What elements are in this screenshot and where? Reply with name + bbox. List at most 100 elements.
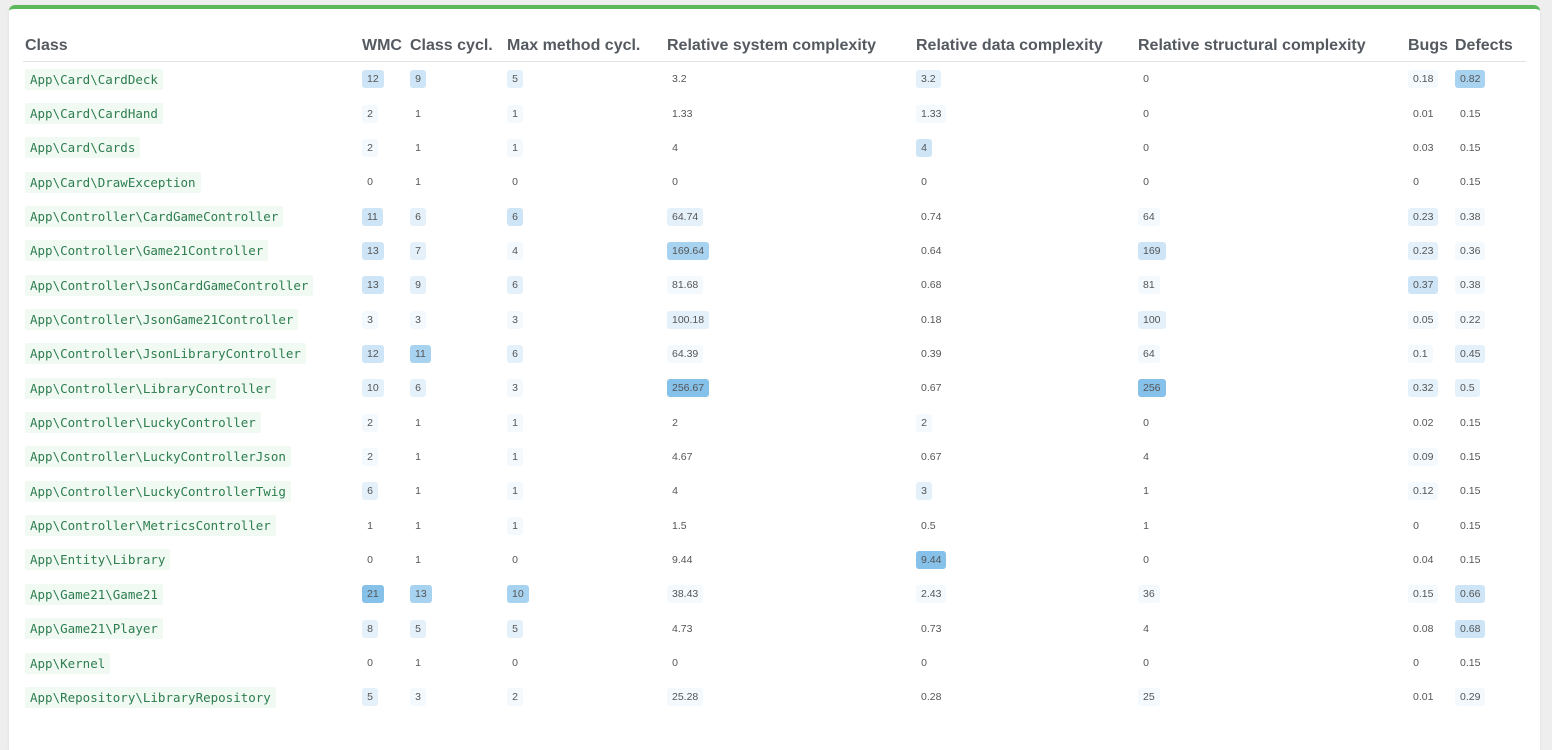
table-row: App\Controller\LuckyControllerJson 2 1 1 4.6… xyxy=(23,440,1526,474)
cell-wmc: 3 xyxy=(360,302,408,336)
class-name[interactable]: App\Card\DrawException xyxy=(25,171,201,193)
class-name[interactable]: App\Game21\Player xyxy=(25,618,163,640)
class-name[interactable]: App\Controller\Game21Controller xyxy=(25,240,269,262)
table-row: App\Repository\LibraryRepository 5 3 2 25.28… xyxy=(23,680,1526,714)
defects-value: 0.36 xyxy=(1455,241,1486,260)
cell-class-cycl: 1 xyxy=(408,508,505,542)
table-row: App\Controller\Game21Controller 13 7 4 169.6… xyxy=(23,234,1526,268)
max-method-cycl-value: 3 xyxy=(507,379,523,398)
class-name[interactable]: App\Controller\CardGameController xyxy=(25,206,284,228)
max-method-cycl-value: 4 xyxy=(507,241,523,260)
cell-relative-system-complexity: 0 xyxy=(665,646,914,680)
cell-max-method-cycl: 1 xyxy=(505,508,665,542)
class-cycl-value: 9 xyxy=(410,276,426,295)
class-name[interactable]: App\Controller\LuckyControllerTwig xyxy=(25,480,291,502)
class-name[interactable]: App\Card\Cards xyxy=(25,137,141,159)
relative-data-complexity-value: 3 xyxy=(916,482,932,501)
class-cycl-value: 1 xyxy=(415,657,421,670)
cell-bugs: 0.01 xyxy=(1406,96,1453,130)
cell-wmc: 2 xyxy=(360,131,408,165)
defects-value: 0.38 xyxy=(1455,276,1486,295)
cell-max-method-cycl: 4 xyxy=(505,234,665,268)
cell-relative-system-complexity: 3.2 xyxy=(665,62,914,97)
relative-data-complexity-value: 2.43 xyxy=(916,585,947,604)
cell-relative-structural-complexity: 256 xyxy=(1136,371,1406,405)
class-name[interactable]: App\Controller\LibraryController xyxy=(25,377,276,399)
defects-value: 0.5 xyxy=(1455,379,1480,398)
class-name[interactable]: App\Controller\LuckyControllerJson xyxy=(25,446,291,468)
class-name[interactable]: App\Kernel xyxy=(25,652,111,674)
cell-relative-system-complexity: 25.28 xyxy=(665,680,914,714)
cell-defects: 0.15 xyxy=(1453,440,1526,474)
max-method-cycl-value: 3 xyxy=(507,310,523,329)
cell-defects: 0.29 xyxy=(1453,680,1526,714)
relative-structural-complexity-value: 256 xyxy=(1138,379,1166,398)
cell-wmc: 1 xyxy=(360,508,408,542)
defects-value: 0.15 xyxy=(1460,657,1481,670)
class-name[interactable]: App\Controller\JsonCardGameController xyxy=(25,274,314,296)
bugs-value: 0.23 xyxy=(1408,241,1439,260)
cell-defects: 0.15 xyxy=(1453,165,1526,199)
cell-bugs: 0.03 xyxy=(1406,131,1453,165)
header-class-cycl[interactable]: Class cycl. xyxy=(408,26,505,62)
cell-relative-system-complexity: 4 xyxy=(665,131,914,165)
class-cycl-value: 9 xyxy=(410,70,426,89)
cell-relative-structural-complexity: 4 xyxy=(1136,440,1406,474)
class-name[interactable]: App\Card\CardHand xyxy=(25,103,163,125)
cell-relative-system-complexity: 1.33 xyxy=(665,96,914,130)
relative-system-complexity-value: 0 xyxy=(672,657,678,670)
cell-bugs: 0.04 xyxy=(1406,543,1453,577)
relative-structural-complexity-value: 81 xyxy=(1138,276,1160,295)
header-bugs[interactable]: Bugs xyxy=(1406,26,1453,62)
cell-bugs: 0.1 xyxy=(1406,337,1453,371)
cell-relative-structural-complexity: 0 xyxy=(1136,405,1406,439)
cell-class-cycl: 9 xyxy=(408,62,505,97)
class-name[interactable]: App\Repository\LibraryRepository xyxy=(25,686,276,708)
defects-value: 0.15 xyxy=(1460,485,1481,498)
cell-relative-data-complexity: 0 xyxy=(914,165,1136,199)
table-row: App\Game21\Player 8 5 5 4.73 0.73 4 0.08 0.68 xyxy=(23,612,1526,646)
header-wmc[interactable]: WMC xyxy=(360,26,408,62)
class-name[interactable]: App\Controller\LuckyController xyxy=(25,412,261,434)
max-method-cycl-value: 5 xyxy=(507,619,523,638)
relative-system-complexity-value: 3.2 xyxy=(672,73,687,86)
cell-class-cycl: 1 xyxy=(408,440,505,474)
wmc-value: 2 xyxy=(362,413,378,432)
cell-class: App\Card\CardHand xyxy=(23,96,360,130)
cell-class: App\Controller\MetricsController xyxy=(23,508,360,542)
class-name[interactable]: App\Game21\Game21 xyxy=(25,583,163,605)
cell-relative-data-complexity: 0.67 xyxy=(914,440,1136,474)
cell-relative-system-complexity: 4 xyxy=(665,474,914,508)
header-relative-data-complexity[interactable]: Relative data complexity xyxy=(914,26,1136,62)
table-body: App\Card\CardDeck 12 9 5 3.2 3.2 0 0.18 0.82 App\… xyxy=(23,62,1526,715)
cell-relative-data-complexity: 4 xyxy=(914,131,1136,165)
class-name[interactable]: App\Card\CardDeck xyxy=(25,68,163,90)
header-class[interactable]: Class xyxy=(23,26,360,62)
class-name[interactable]: App\Controller\JsonGame21Controller xyxy=(25,309,299,331)
class-cycl-value: 1 xyxy=(415,450,421,463)
class-name[interactable]: App\Entity\Library xyxy=(25,549,171,571)
defects-value: 0.38 xyxy=(1455,207,1486,226)
relative-data-complexity-value: 0.28 xyxy=(921,691,942,704)
defects-value: 0.15 xyxy=(1460,107,1481,120)
header-relative-system-complexity[interactable]: Relative system complexity xyxy=(665,26,914,62)
wmc-value: 0 xyxy=(367,657,373,670)
cell-relative-system-complexity: 81.68 xyxy=(665,268,914,302)
cell-defects: 0.38 xyxy=(1453,199,1526,233)
relative-structural-complexity-value: 1 xyxy=(1143,485,1149,498)
cell-relative-data-complexity: 0.64 xyxy=(914,234,1136,268)
class-name[interactable]: App\Controller\JsonLibraryController xyxy=(25,343,306,365)
class-name[interactable]: App\Controller\MetricsController xyxy=(25,515,276,537)
cell-relative-data-complexity: 3 xyxy=(914,474,1136,508)
wmc-value: 1 xyxy=(367,519,373,532)
max-method-cycl-value: 6 xyxy=(507,207,523,226)
header-relative-structural-complexity[interactable]: Relative structural complexity xyxy=(1136,26,1406,62)
header-defects[interactable]: Defects xyxy=(1453,26,1526,62)
relative-structural-complexity-value: 1 xyxy=(1143,519,1149,532)
relative-data-complexity-value: 1.33 xyxy=(916,104,947,123)
class-cycl-value: 1 xyxy=(415,107,421,120)
relative-system-complexity-value: 1.33 xyxy=(672,107,693,120)
cell-max-method-cycl: 3 xyxy=(505,371,665,405)
cell-relative-structural-complexity: 0 xyxy=(1136,646,1406,680)
header-max-method-cycl[interactable]: Max method cycl. xyxy=(505,26,665,62)
